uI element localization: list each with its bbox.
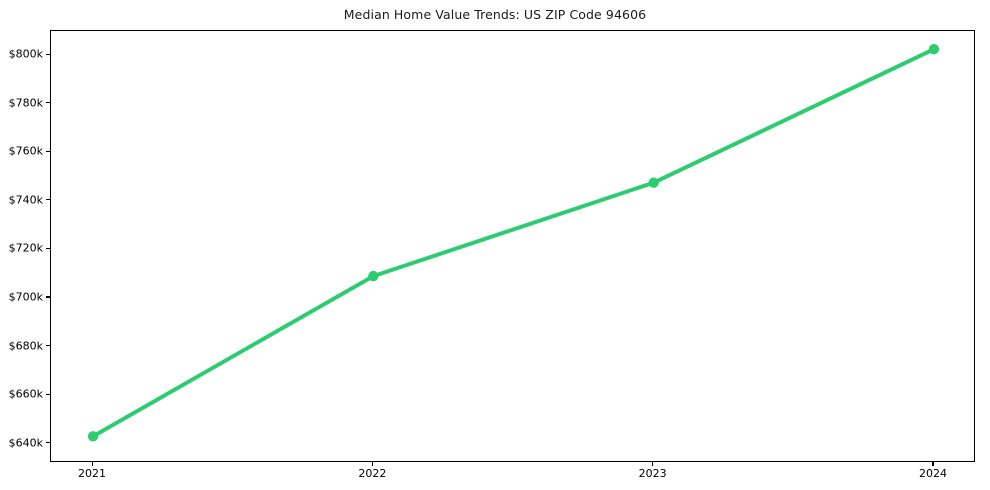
data-point-marker	[648, 177, 659, 188]
y-axis-tick-label: $800k	[8, 47, 43, 61]
x-axis-tick-label: 2024	[918, 467, 947, 480]
y-axis-tick-label: $740k	[8, 193, 43, 207]
y-axis-tick-label: $780k	[8, 96, 43, 110]
x-axis-tick-label: 2022	[358, 467, 387, 480]
x-axis-tick-label: 2023	[638, 467, 667, 480]
chart-title: Median Home Value Trends: US ZIP Code 94…	[343, 7, 647, 22]
y-axis-tick-label: $760k	[8, 144, 43, 158]
data-point-marker	[368, 270, 379, 282]
y-axis-tick-label: $680k	[8, 339, 43, 352]
line-series-svg	[87, 44, 940, 442]
x-axis-tick-label: 2021	[78, 467, 107, 480]
data-point-marker	[928, 44, 940, 55]
y-axis-tick-label: $720k	[8, 241, 43, 255]
y-axis-tick-label: $640k	[8, 436, 43, 450]
data-point-marker	[87, 431, 99, 442]
y-axis-tick-label: $660k	[8, 387, 43, 401]
y-axis-tick-label: $700k	[8, 290, 43, 304]
series-line-median-home-value	[91, 47, 936, 439]
series-markers	[87, 44, 940, 442]
plot-area	[50, 30, 975, 462]
